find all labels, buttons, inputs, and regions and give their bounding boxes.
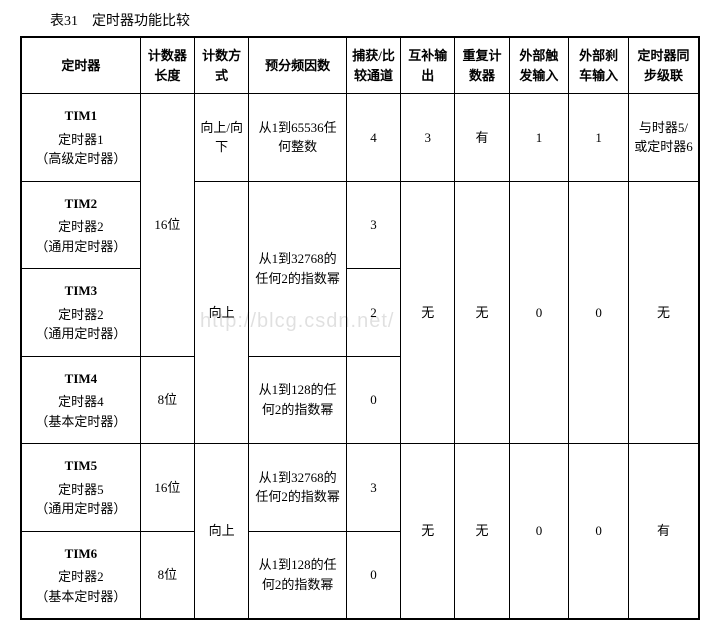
cell-count-mode: 向上	[195, 181, 249, 444]
cell-count-mode: 向上	[195, 444, 249, 620]
cell-counter-len: 8位	[140, 531, 194, 619]
timer-cn: 定时器2	[58, 307, 104, 322]
cell-timer: TIM5 定时器5 （通用定时器）	[21, 444, 140, 532]
timer-id: TIM4	[26, 369, 136, 389]
cell-count-mode: 向上/向下	[195, 94, 249, 182]
table-caption: 表31 定时器功能比较	[50, 10, 701, 30]
timer-cn: 定时器2	[58, 219, 104, 234]
cell-prescaler: 从1到128的任何2的指数幂	[249, 356, 347, 444]
cell-prescaler: 从1到65536任何整数	[249, 94, 347, 182]
timer-cn: 定时器1	[58, 132, 104, 147]
cell-ext-trig: 0	[509, 181, 569, 444]
cell-sync: 有	[628, 444, 699, 620]
col-complementary: 互补输出	[401, 37, 455, 94]
timer-type: （通用定时器）	[35, 501, 126, 516]
cell-prescaler: 从1到128的任何2的指数幂	[249, 531, 347, 619]
timer-comparison-table: 定时器 计数器长度 计数方式 预分频因数 捕获/比较通道 互补输出 重复计数器 …	[20, 36, 700, 620]
col-counter-len: 计数器长度	[140, 37, 194, 94]
cell-complementary: 3	[401, 94, 455, 182]
cell-prescaler: 从1到32768的任何2的指数幂	[249, 444, 347, 532]
timer-type: （基本定时器）	[35, 414, 126, 429]
timer-id: TIM2	[26, 194, 136, 214]
cell-ext-trig: 0	[509, 444, 569, 620]
cell-ext-brake: 0	[569, 181, 629, 444]
cell-timer: TIM6 定时器2 （基本定时器）	[21, 531, 140, 619]
cell-complementary: 无	[401, 444, 455, 620]
col-prescaler: 预分频因数	[249, 37, 347, 94]
cell-timer: TIM1 定时器1 （高级定时器）	[21, 94, 140, 182]
timer-cn: 定时器5	[58, 482, 104, 497]
col-count-mode: 计数方式	[195, 37, 249, 94]
col-timer: 定时器	[21, 37, 140, 94]
cell-sync: 无	[628, 181, 699, 444]
cell-timer: TIM4 定时器4 （基本定时器）	[21, 356, 140, 444]
timer-id: TIM1	[26, 106, 136, 126]
col-repeat: 重复计数器	[455, 37, 509, 94]
cell-timer: TIM2 定时器2 （通用定时器）	[21, 181, 140, 269]
cell-repeat: 有	[455, 94, 509, 182]
col-ext-brake: 外部刹车输入	[569, 37, 629, 94]
cell-prescaler: 从1到32768的任何2的指数幂	[249, 181, 347, 356]
table-row: TIM2 定时器2 （通用定时器） 向上 从1到32768的任何2的指数幂 3 …	[21, 181, 699, 269]
col-ext-trig: 外部触发输入	[509, 37, 569, 94]
timer-type: （通用定时器）	[35, 239, 126, 254]
table-header-row: 定时器 计数器长度 计数方式 预分频因数 捕获/比较通道 互补输出 重复计数器 …	[21, 37, 699, 94]
cell-ext-brake: 1	[569, 94, 629, 182]
timer-id: TIM5	[26, 456, 136, 476]
timer-type: （通用定时器）	[35, 326, 126, 341]
cell-counter-len: 16位	[140, 444, 194, 532]
cell-repeat: 无	[455, 444, 509, 620]
cell-capture: 4	[346, 94, 400, 182]
cell-capture: 0	[346, 531, 400, 619]
cell-repeat: 无	[455, 181, 509, 444]
cell-timer: TIM3 定时器2 （通用定时器）	[21, 269, 140, 357]
cell-counter-len: 8位	[140, 356, 194, 444]
cell-sync: 与时器5/或定时器6	[628, 94, 699, 182]
timer-id: TIM3	[26, 281, 136, 301]
timer-id: TIM6	[26, 544, 136, 564]
table-row: TIM5 定时器5 （通用定时器） 16位 向上 从1到32768的任何2的指数…	[21, 444, 699, 532]
timer-type: （高级定时器）	[35, 151, 126, 166]
timer-cn: 定时器4	[58, 394, 104, 409]
cell-ext-trig: 1	[509, 94, 569, 182]
cell-capture: 3	[346, 444, 400, 532]
cell-capture: 3	[346, 181, 400, 269]
cell-capture: 0	[346, 356, 400, 444]
table-row: TIM1 定时器1 （高级定时器） 16位 向上/向下 从1到65536任何整数…	[21, 94, 699, 182]
timer-cn: 定时器2	[58, 569, 104, 584]
cell-complementary: 无	[401, 181, 455, 444]
cell-ext-brake: 0	[569, 444, 629, 620]
cell-counter-len: 16位	[140, 94, 194, 357]
cell-capture: 2	[346, 269, 400, 357]
timer-type: （基本定时器）	[35, 589, 126, 604]
col-sync: 定时器同步级联	[628, 37, 699, 94]
col-capture: 捕获/比较通道	[346, 37, 400, 94]
